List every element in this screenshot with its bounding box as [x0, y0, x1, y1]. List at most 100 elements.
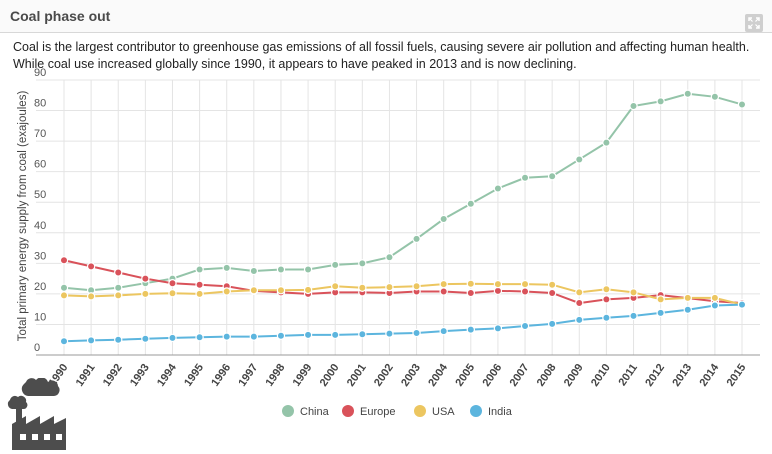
data-point: [412, 234, 421, 244]
data-point: [683, 89, 692, 98]
data-point: [629, 288, 638, 297]
series-china: [59, 89, 747, 295]
data-point: [602, 295, 611, 304]
data-point: [114, 268, 123, 277]
data-point: [141, 289, 150, 299]
data-point: [656, 97, 665, 106]
y-tick-label: 40: [34, 220, 46, 232]
data-point: [168, 278, 177, 288]
x-tick-label: 2006: [481, 362, 505, 389]
data-point: [547, 280, 557, 289]
data-point: [683, 293, 692, 303]
data-point: [358, 330, 367, 339]
y-tick-label: 30: [34, 250, 46, 262]
data-point: [168, 333, 177, 343]
data-point: [195, 333, 204, 342]
expand-button[interactable]: [745, 14, 763, 32]
x-tick-label: 1992: [101, 362, 125, 389]
data-point: [59, 291, 69, 300]
data-point: [249, 332, 259, 341]
factory-icon: [7, 378, 66, 450]
x-tick-label: 2008: [535, 362, 559, 389]
data-point: [656, 295, 665, 304]
x-tick-label: 2009: [562, 362, 586, 389]
series-line: [63, 92, 743, 292]
data-point: [141, 274, 150, 283]
data-point: [656, 308, 665, 318]
legend-item-europe: Europe: [342, 405, 395, 418]
series-line: [63, 259, 743, 305]
data-point: [710, 293, 720, 303]
data-point: [439, 214, 448, 224]
data-point: [303, 330, 313, 340]
legend-marker: [414, 405, 426, 417]
x-tick-label: 1994: [155, 361, 179, 389]
legend-label: USA: [432, 406, 455, 418]
data-point: [575, 155, 584, 164]
data-point: [629, 311, 638, 321]
x-tick-label: 1991: [74, 362, 98, 389]
y-axis-label: Total primary energy supply from coal (e…: [17, 91, 29, 342]
legend-item-usa: USA: [414, 405, 455, 418]
data-point: [59, 283, 69, 292]
y-tick-label: 50: [34, 189, 46, 201]
series-line: [63, 282, 743, 306]
data-point: [412, 282, 421, 291]
data-point: [385, 329, 394, 338]
x-tick-label: 2005: [453, 362, 477, 389]
y-tick-label: 70: [34, 128, 46, 140]
data-point: [222, 332, 231, 341]
data-point: [168, 289, 177, 298]
data-point: [249, 286, 259, 295]
data-point: [520, 287, 530, 296]
data-point: [493, 286, 503, 296]
data-point: [385, 253, 394, 262]
data-point: [114, 283, 123, 292]
data-point: [59, 256, 69, 265]
data-point: [520, 279, 530, 289]
legend-marker: [282, 405, 294, 417]
panel-description: Coal is the largest contributor to green…: [13, 40, 750, 71]
data-point: [683, 305, 692, 314]
legend-label: India: [488, 406, 513, 418]
series-europe: [59, 256, 747, 308]
x-tick-label: 2010: [589, 362, 613, 389]
data-point: [439, 279, 448, 289]
data-point: [710, 301, 720, 310]
data-point: [710, 92, 720, 102]
x-tick-label: 1998: [264, 362, 288, 389]
series-line: [63, 303, 743, 343]
y-tick-label: 20: [34, 281, 46, 293]
data-point: [439, 326, 448, 336]
y-tick-label: 80: [34, 98, 46, 110]
data-point: [493, 324, 503, 333]
data-point: [412, 328, 421, 338]
data-point: [520, 321, 530, 331]
legend-item-india: India: [470, 405, 513, 418]
data-point: [602, 285, 611, 294]
data-point: [493, 184, 503, 193]
data-point: [114, 291, 123, 300]
x-tick-label: 2012: [643, 362, 667, 389]
data-point: [249, 266, 259, 276]
data-point: [195, 280, 204, 289]
panel-header: Coal phase out: [0, 0, 772, 33]
x-tick-label: 2000: [318, 362, 342, 389]
data-point: [385, 282, 394, 292]
x-tick-label: 1995: [182, 362, 206, 389]
x-tick-label: 2007: [508, 362, 532, 389]
data-point: [276, 331, 286, 340]
data-point: [222, 287, 231, 296]
series-india: [59, 300, 747, 346]
y-tick-label: 0: [34, 342, 40, 354]
data-point: [466, 325, 475, 334]
x-tick-label: 2002: [372, 362, 396, 389]
data-point: [331, 282, 340, 291]
data-point: [439, 287, 448, 296]
expand-icon: [748, 17, 760, 29]
data-point: [602, 138, 611, 147]
y-tick-label: 60: [34, 159, 46, 171]
data-point: [59, 337, 69, 346]
legend-marker: [470, 405, 482, 417]
